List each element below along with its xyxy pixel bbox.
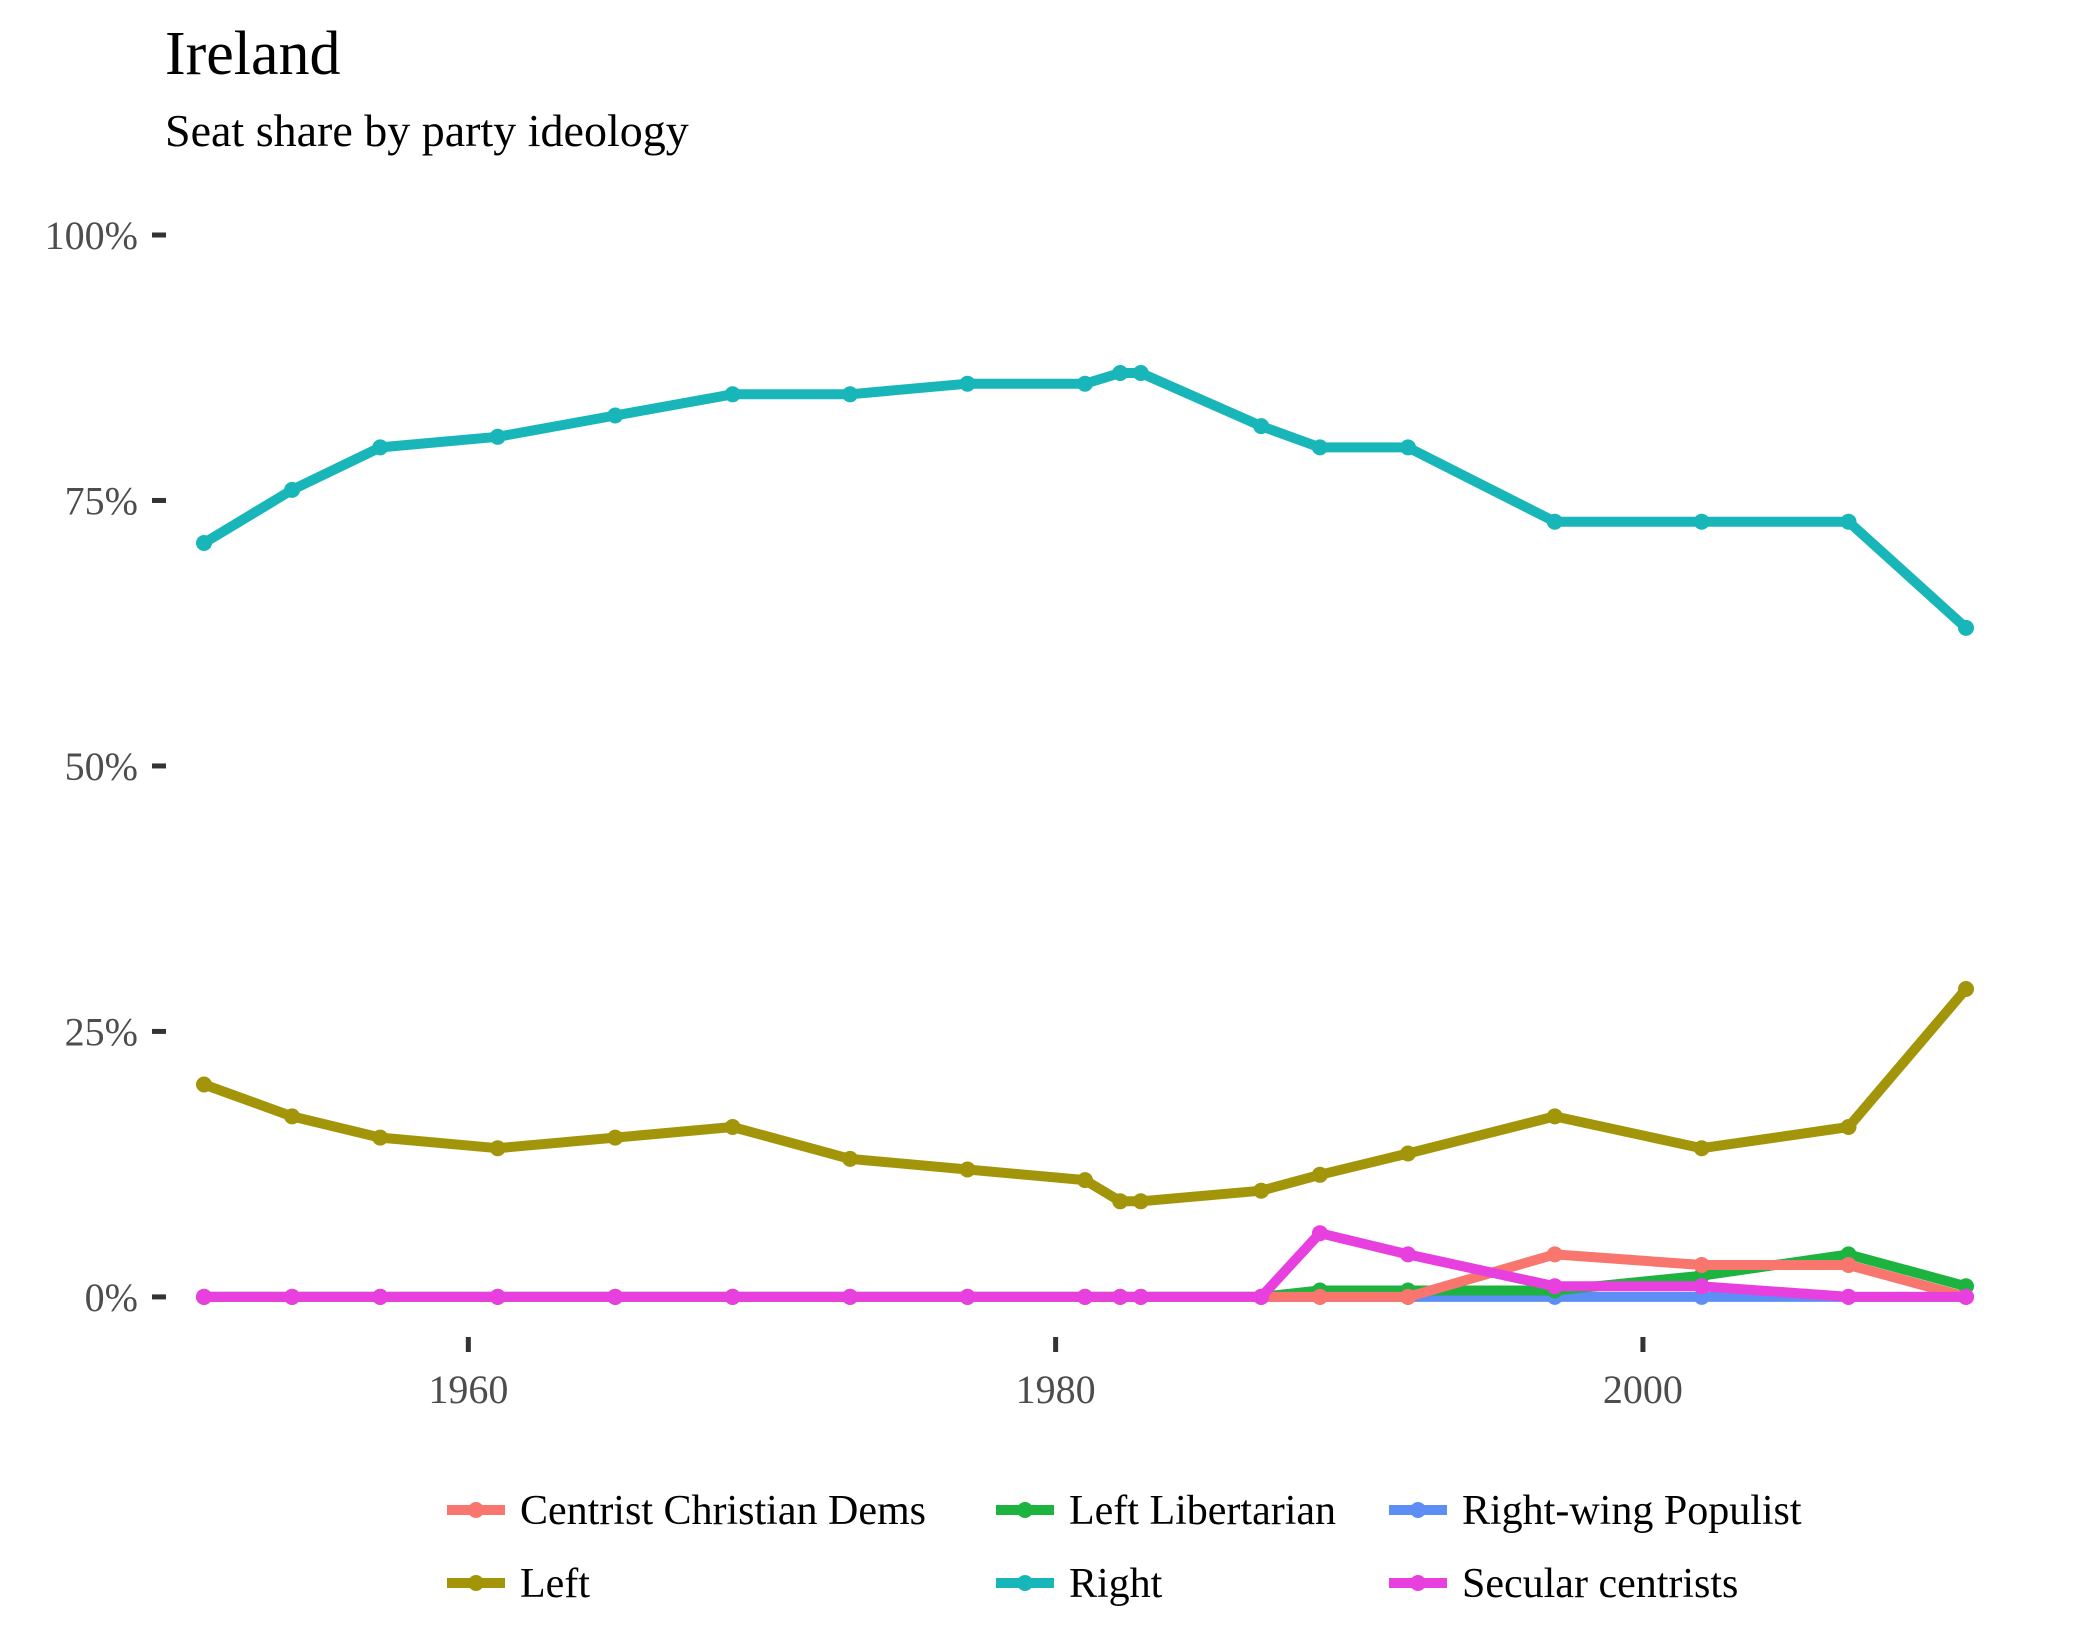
data-point-centrist-christian-dems [1546, 1246, 1563, 1263]
legend-item: Right-wing Populist [1389, 1488, 1802, 1534]
x-tick-label: 2000 [1603, 1367, 1683, 1412]
y-tick-label: 75% [65, 478, 138, 523]
data-point-right [1400, 439, 1416, 456]
data-point-left [959, 1161, 976, 1178]
data-point-secular-centrists [842, 1288, 859, 1305]
data-point-right [842, 386, 859, 403]
plot-area [196, 365, 1974, 1305]
data-point-left [1077, 1172, 1093, 1189]
legend-label: Secular centrists [1462, 1561, 1738, 1607]
x-tick-label: 1960 [428, 1367, 508, 1412]
data-point-secular-centrists [1693, 1278, 1710, 1295]
data-point-right [1311, 439, 1328, 456]
data-point-left [489, 1140, 506, 1157]
data-point-left [842, 1150, 859, 1167]
x-tick-label: 1980 [1016, 1367, 1096, 1412]
y-tick-label: 25% [65, 1009, 138, 1054]
data-point-right [724, 386, 741, 403]
data-point-right [1958, 619, 1974, 636]
series-line-left [202, 985, 1970, 1207]
data-point-secular-centrists [607, 1288, 624, 1305]
data-point-secular-centrists [959, 1288, 976, 1305]
chart-subtitle: Seat share by party ideology [165, 105, 689, 156]
data-point-right [196, 535, 212, 551]
axes: 0% 25% 50% 75% 100% 1960 1980 2000 [45, 213, 1683, 1412]
data-point-secular-centrists [196, 1288, 212, 1305]
y-tick-label: 0% [85, 1275, 138, 1320]
data-point-right [1077, 375, 1093, 392]
data-point-left [1132, 1193, 1149, 1210]
data-point-secular-centrists [1112, 1288, 1129, 1305]
legend-item: Left Libertarian [996, 1488, 1336, 1534]
legend-key-point [468, 1575, 484, 1591]
data-point-secular-centrists [1132, 1288, 1149, 1305]
legend-key-point [1410, 1575, 1426, 1591]
data-point-right [1840, 513, 1857, 530]
data-point-centrist-christian-dems [1400, 1288, 1416, 1305]
series-line-secular-centrists [204, 1228, 1966, 1302]
data-point-left [196, 1076, 212, 1093]
data-point-centrist-christian-dems [1311, 1288, 1328, 1305]
data-point-right [607, 407, 624, 424]
chart-title: Ireland [165, 20, 341, 88]
data-point-right [1112, 365, 1129, 381]
data-point-right [284, 481, 301, 498]
data-point-secular-centrists [489, 1288, 506, 1305]
legend-label: Left [520, 1561, 590, 1607]
data-point-centrist-christian-dems [1840, 1257, 1857, 1273]
data-point-secular-centrists [1311, 1225, 1328, 1242]
data-point-left [1112, 1193, 1129, 1210]
legend-key-point [1017, 1502, 1033, 1518]
data-point-secular-centrists [1840, 1288, 1857, 1305]
data-point-secular-centrists [1546, 1278, 1563, 1295]
data-point-secular-centrists [372, 1288, 389, 1305]
data-point-left [1546, 1108, 1563, 1125]
data-point-secular-centrists [1077, 1288, 1093, 1305]
legend-key-point [468, 1502, 484, 1518]
legend-label: Left Libertarian [1069, 1488, 1336, 1534]
data-point-left [1253, 1182, 1270, 1199]
data-point-left [607, 1129, 624, 1146]
data-point-right [372, 439, 389, 456]
data-point-left [1840, 1119, 1857, 1135]
y-tick-label: 50% [65, 744, 138, 789]
legend-label: Centrist Christian Dems [520, 1488, 926, 1534]
data-point-left [724, 1119, 741, 1135]
legend-item: Left [447, 1561, 590, 1607]
data-point-left [1400, 1145, 1416, 1162]
data-point-right [959, 375, 976, 392]
legend-item: Centrist Christian Dems [447, 1488, 926, 1534]
data-point-left [1693, 1140, 1710, 1157]
data-point-left [1958, 981, 1974, 997]
legend-item: Secular centrists [1389, 1561, 1738, 1607]
legend-key-point [1410, 1502, 1426, 1518]
data-point-right [1253, 418, 1270, 435]
data-point-left [1311, 1166, 1328, 1183]
data-point-secular-centrists [1400, 1246, 1416, 1263]
legend: Centrist Christian Dems Left Libertarian R… [447, 1488, 1802, 1607]
data-point-secular-centrists [1958, 1288, 1974, 1305]
legend-key-point [1017, 1575, 1033, 1591]
y-tick-label: 100% [45, 213, 138, 258]
legend-label: Right [1069, 1561, 1163, 1607]
data-point-centrist-christian-dems [1693, 1257, 1710, 1273]
legend-label: Right-wing Populist [1462, 1488, 1802, 1534]
data-point-secular-centrists [1253, 1288, 1270, 1305]
data-point-secular-centrists [284, 1288, 301, 1305]
legend-item: Right [996, 1561, 1163, 1607]
data-point-left [372, 1129, 389, 1146]
data-point-right [489, 428, 506, 445]
data-point-right [1132, 365, 1149, 381]
data-point-right [1693, 513, 1710, 530]
data-point-right [1546, 513, 1563, 530]
data-point-left [284, 1108, 301, 1125]
data-point-secular-centrists [724, 1288, 741, 1305]
series-line-right [201, 368, 1970, 632]
